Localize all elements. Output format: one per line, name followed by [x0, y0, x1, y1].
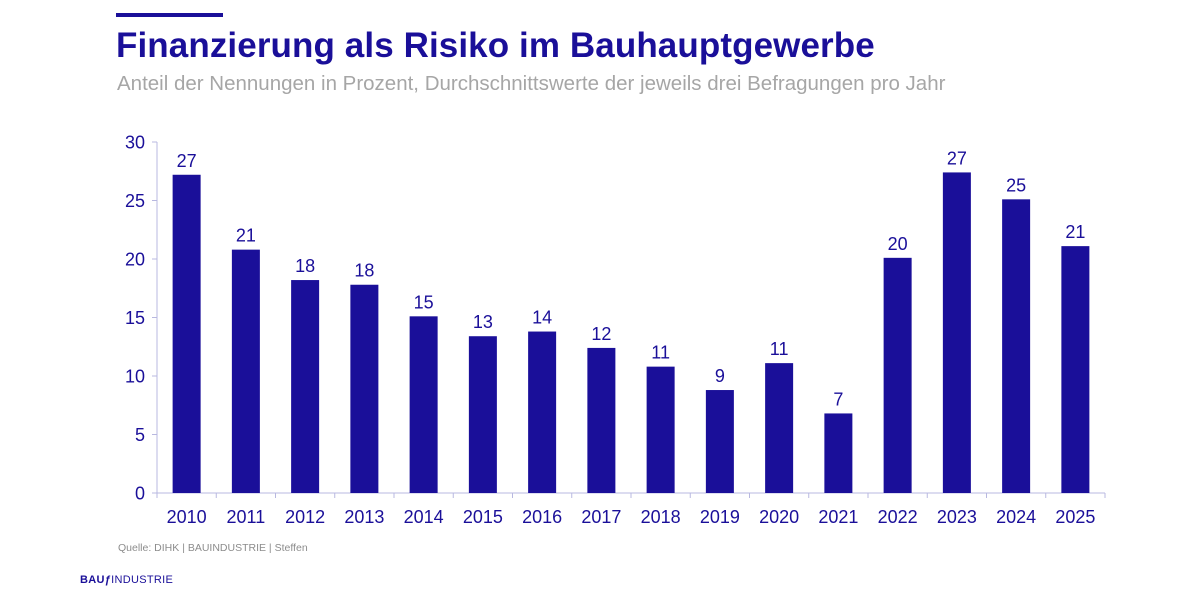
y-tick-label: 5 — [135, 425, 145, 445]
x-tick-label-2014: 2014 — [404, 507, 444, 527]
data-label-2014: 15 — [414, 292, 434, 312]
data-label-2021: 7 — [833, 389, 843, 409]
x-tick-label-2010: 2010 — [167, 507, 207, 527]
bar-2010 — [172, 174, 201, 493]
bar-2019 — [705, 390, 734, 493]
bar-2011 — [231, 249, 260, 493]
data-label-2016: 14 — [532, 308, 552, 328]
data-label-2017: 12 — [591, 324, 611, 344]
chart-subtitle: Anteil der Nennungen in Prozent, Durchsc… — [117, 72, 946, 95]
bar-2023 — [942, 172, 971, 494]
bar-2022 — [883, 257, 912, 493]
data-label-2020: 11 — [770, 339, 789, 359]
x-tick-label-2021: 2021 — [818, 507, 858, 527]
y-tick-label: 30 — [125, 133, 145, 153]
x-tick-label-2016: 2016 — [522, 507, 562, 527]
bar-2016 — [528, 331, 557, 493]
bar-2025 — [1061, 246, 1090, 493]
data-label-2023: 27 — [947, 148, 967, 168]
x-tick-label-2018: 2018 — [641, 507, 681, 527]
bar-2020 — [765, 363, 794, 493]
y-tick-label: 20 — [125, 250, 145, 270]
x-tick-label-2012: 2012 — [285, 507, 325, 527]
x-tick-label-2019: 2019 — [700, 507, 740, 527]
bar-2012 — [291, 280, 320, 493]
x-tick-label-2015: 2015 — [463, 507, 503, 527]
bar-2014 — [409, 316, 438, 493]
data-label-2010: 27 — [177, 151, 197, 171]
x-tick-label-2013: 2013 — [344, 507, 384, 527]
x-tick-label-2024: 2024 — [996, 507, 1036, 527]
y-tick-label: 10 — [125, 367, 145, 387]
x-tick-label-2020: 2020 — [759, 507, 799, 527]
bar-2015 — [468, 336, 497, 493]
bar-2021 — [824, 413, 853, 493]
x-tick-label-2011: 2011 — [227, 507, 266, 527]
bar-2017 — [587, 347, 616, 493]
x-tick-label-2025: 2025 — [1055, 507, 1095, 527]
y-tick-label: 25 — [125, 191, 145, 211]
chart-title: Finanzierung als Risiko im Bauhauptgewer… — [116, 26, 875, 65]
data-label-2019: 9 — [715, 366, 725, 386]
x-tick-label-2022: 2022 — [878, 507, 918, 527]
data-label-2012: 18 — [295, 256, 315, 276]
y-tick-label: 0 — [135, 484, 145, 504]
y-tick-label: 15 — [125, 308, 145, 328]
data-label-2018: 11 — [651, 343, 670, 363]
title-accent-line — [116, 13, 223, 17]
data-label-2013: 18 — [354, 261, 374, 281]
bar-2018 — [646, 366, 675, 493]
bar-2013 — [350, 284, 379, 493]
data-label-2024: 25 — [1006, 175, 1026, 195]
bar-2024 — [1002, 199, 1031, 493]
data-label-2022: 20 — [888, 234, 908, 254]
x-tick-label-2017: 2017 — [581, 507, 621, 527]
data-label-2011: 21 — [236, 226, 256, 246]
source-note: Quelle: DIHK | BAUINDUSTRIE | Steffen — [118, 542, 308, 554]
data-label-2025: 21 — [1065, 222, 1085, 242]
bauindustrie-logo: BAUƒINDUSTRIE — [80, 574, 174, 586]
x-tick-label-2023: 2023 — [937, 507, 977, 527]
data-label-2015: 13 — [473, 312, 493, 332]
